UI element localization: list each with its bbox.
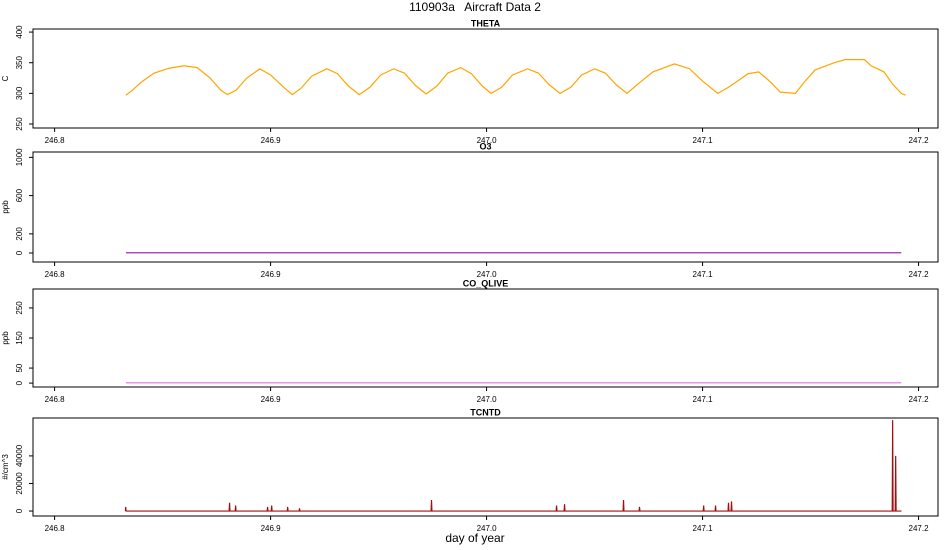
x-tick-label: 247.2 [909,524,930,533]
x-tick-label: 247.0 [477,395,498,404]
x-tick-label: 247.1 [693,395,714,404]
plot-frame [32,288,939,388]
panel-title: TCNTD [470,407,501,417]
x-tick-label: 246.9 [261,395,282,404]
x-tick-label: 247.1 [693,270,714,279]
y-tick-label: 1000 [15,148,24,166]
y-tick-label: 0 [15,380,24,385]
y-tick-label: 250 [15,117,24,131]
panel-title: O3 [479,141,491,151]
plot-frame [32,151,939,263]
x-tick-label: 247.0 [477,136,498,145]
y-tick-label: 0 [15,508,24,513]
x-tick-label: 247.0 [477,524,498,533]
y-axis-label: #/cm^3 [1,454,10,480]
y-axis-label: ppb [1,331,10,345]
plot-frame [32,28,939,129]
y-tick-label: 350 [15,55,24,69]
y-axis-label: ppb [1,200,10,214]
y-tick-label: 200 [15,227,24,241]
panel-title: THETA [471,18,501,28]
x-tick-label: 247.2 [909,395,930,404]
x-tick-label: 246.8 [45,270,66,279]
y-tick-label: 300 [15,86,24,100]
page-title: 110903a Aircraft Data 2 [409,0,541,14]
plot-frame [32,417,939,517]
y-tick-label: 40000 [15,444,24,467]
panel-title: CO_QLIVE [463,278,509,288]
x-tick-label: 247.1 [693,136,714,145]
data-line [124,420,902,512]
x-tick-label: 247.2 [909,136,930,145]
y-axis-label: C [1,75,10,81]
x-tick-label: 247.0 [477,270,498,279]
y-tick-label: 150 [15,331,24,345]
x-tick-label: 246.9 [261,136,282,145]
x-tick-label: 246.8 [45,395,66,404]
data-line [125,59,906,96]
x-tick-label: 247.1 [693,524,714,533]
y-tick-label: 0 [15,250,24,255]
x-tick-label: 246.8 [45,136,66,145]
y-tick-label: 250 [15,301,24,315]
x-tick-label: 246.9 [261,524,282,533]
x-tick-label: 247.2 [909,270,930,279]
x-tick-label: 246.8 [45,524,66,533]
y-tick-label: 50 [15,363,24,372]
y-tick-label: 400 [15,25,24,39]
x-tick-label: 246.9 [261,270,282,279]
y-tick-label: 600 [15,188,24,202]
x-axis-label: day of year [445,531,504,545]
y-tick-label: 20000 [15,472,24,495]
